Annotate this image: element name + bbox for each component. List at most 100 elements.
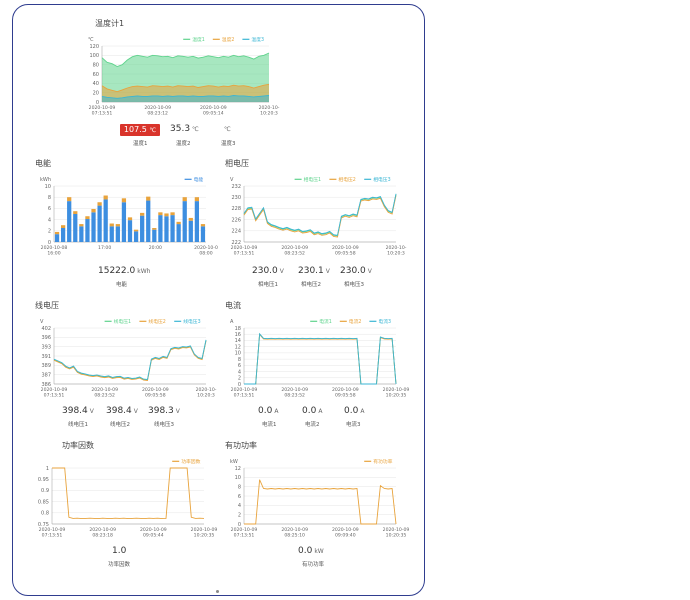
current-y-tick-label: 10 [235, 351, 241, 357]
temperature-x-tick-label: 07:13:51 [92, 111, 113, 117]
current-3-label: 电流3 [346, 422, 361, 428]
current-legend-label: 电流1 [319, 318, 332, 325]
energy-bar-top [60, 225, 66, 228]
power-factor-readout: 1.0 [112, 546, 128, 556]
energy-bar [170, 215, 175, 242]
phase_voltage-y-tick-label: 222 [231, 240, 241, 246]
power_factor-y-tick-label: 1 [46, 466, 49, 472]
energy-bar [54, 234, 60, 242]
phase_voltage-legend-label: 相电压1 [304, 176, 321, 183]
current-2-label: 电流2 [305, 422, 320, 428]
line_voltage-y-tick-label: 402 [41, 326, 51, 332]
line_voltage-y-tick-label: 386 [41, 382, 51, 388]
power_factor-y-tick-label: 0.85 [38, 499, 49, 505]
temperature-1-unit: ℃ [149, 127, 157, 134]
energy-y-tick-label: 8 [48, 195, 51, 201]
line_voltage-svg: V3863873893913933964022020-10-0907:13:51… [40, 318, 217, 399]
current-y-tick-label: 18 [235, 326, 241, 332]
energy-bar-top [97, 202, 102, 206]
temperature-series-line-0 [101, 52, 270, 67]
current-legend-label: 电流2 [349, 318, 362, 325]
phase_voltage-x-tick-label: 2020-10-09 [332, 245, 359, 251]
current-1-label: 电流1 [262, 422, 277, 428]
power_factor-legend-label: 功率因数 [181, 458, 200, 465]
current-2-unit: A [318, 408, 323, 415]
active_power-y-tick-label: 4 [238, 503, 241, 509]
energy-bar [194, 201, 200, 242]
current-3-readout: 0.0 A [344, 406, 364, 416]
power_factor-series-line-0 [52, 467, 205, 520]
energy-x-tick-label: 20:00 [149, 245, 162, 251]
temperature-2-unit: ℃ [192, 126, 199, 133]
temperature-title: 温度计1 [95, 19, 125, 28]
phase-voltage-2-unit: V [325, 268, 330, 275]
active-power-title: 有功功率 [225, 441, 257, 450]
current-y-tick-label: 12 [235, 344, 241, 350]
active_power-x-tick-label: 09:09:40 [335, 533, 356, 539]
phase_voltage-series-line-1 [243, 195, 397, 238]
active_power-svg: kW0246810122020-10-0907:13:512020-10-090… [230, 458, 409, 539]
temperature-3-readout: ℃ [222, 124, 231, 134]
temperature-1-value: 107.5 [123, 125, 147, 134]
power-factor-chart: 0.75 0.8 0.85 0.9 0.95 1 2020-10-09 07:13:51 202… [30, 452, 218, 544]
temperature-x-tick-label: 2020-10-09 [89, 105, 116, 111]
temperature-legend-label: 温度1 [192, 36, 205, 43]
energy-legend-label: 电能 [194, 176, 204, 183]
phase_voltage-y-unit: V [230, 177, 234, 183]
energy-bar-top [200, 224, 206, 227]
energy-bar [103, 199, 108, 242]
active-power-readout: 0.0 kW [298, 546, 324, 556]
energy-bar [182, 201, 187, 242]
power_factor-y-tick-label: 0.8 [41, 511, 49, 517]
phase_voltage-x-tick-label: 10:20:3 [387, 251, 405, 257]
energy-x-tick-label: 2020-10-0 [194, 245, 218, 251]
current-x-tick-label: 2020-10-09 [231, 387, 258, 393]
current-x-tick-label: 09:05:58 [335, 393, 356, 399]
energy-y-tick-label: 0 [48, 240, 51, 246]
temperature-x-tick-label: 09:05:14 [203, 111, 224, 117]
active_power-x-tick-label: 2020-10-09 [231, 527, 258, 533]
current-3-value: 0.0 [344, 406, 359, 416]
energy-bar [188, 220, 193, 242]
active-power-value: 0.0 [298, 546, 313, 556]
phase-voltage-3-readout: 230.0 V [340, 266, 372, 276]
temperature-y-tick-label: 60 [93, 72, 99, 78]
phase_voltage-series-line-2 [243, 193, 397, 236]
energy-unit: kWh [137, 268, 151, 275]
energy-x-tick-label: 16:00 [47, 251, 60, 257]
energy-bar-top [127, 217, 133, 221]
energy-bar-top [121, 198, 127, 203]
phase_voltage-y-tick-label: 228 [231, 206, 241, 212]
active-power-label: 有功功率 [302, 562, 325, 568]
temperature-series-line-1 [101, 83, 270, 93]
phase-voltage-1-readout: 230.0 V [252, 266, 284, 276]
power_factor-x-tick-label: 10:20:35 [194, 533, 215, 539]
power_factor-y-tick-label: 0.95 [38, 477, 49, 483]
energy-bar-top [115, 224, 120, 227]
energy-bar [133, 231, 139, 242]
energy-readout: 15222.0 kWh [98, 266, 150, 276]
temperature-x-tick-label: 2020-10- [259, 105, 280, 111]
line-voltage-2-unit: V [133, 408, 138, 415]
phase_voltage-legend-label: 相电压2 [338, 176, 355, 183]
energy-y-tick-label: 6 [48, 206, 51, 212]
active_power-series-line-0 [244, 479, 397, 525]
energy-bar [60, 228, 66, 242]
energy-bar [91, 212, 96, 242]
line-voltage-1-readout: 398.4 V [62, 406, 94, 416]
energy-bar [146, 200, 151, 242]
energy-bar-top [109, 223, 114, 227]
current-x-tick-label: 2020-10-09 [281, 387, 308, 393]
energy-bar-top [133, 229, 139, 232]
energy-bar [85, 219, 90, 242]
active-power-chart: kW 0 2 4 6 8 10 12 2020-10-09 07:13:51 2020-10-09 0… [222, 452, 409, 544]
line_voltage-y-tick-label: 391 [41, 354, 51, 360]
energy-bar [67, 201, 72, 242]
energy-bar-top [164, 213, 169, 217]
line-voltage-3-readout: 398.3 V [148, 406, 180, 416]
energy-bar-top [85, 216, 90, 220]
line-voltage-title: 线电压 [35, 301, 59, 310]
energy-bar-top [170, 212, 175, 216]
current-y-tick-label: 14 [235, 338, 241, 344]
